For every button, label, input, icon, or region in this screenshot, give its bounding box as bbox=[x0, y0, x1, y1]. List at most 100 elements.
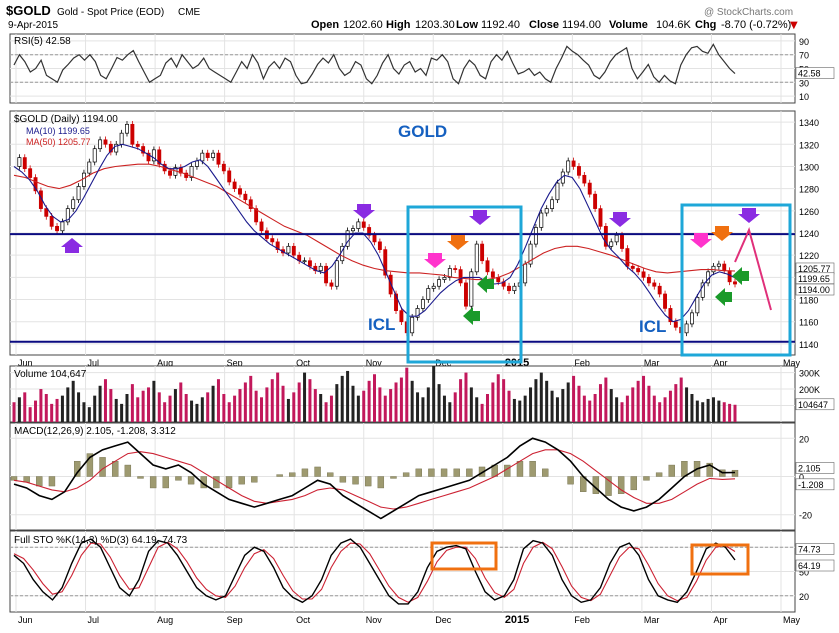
price-candle bbox=[227, 170, 232, 183]
marker-arrow-down-icon bbox=[711, 226, 733, 241]
icl-label: ICL bbox=[639, 317, 666, 336]
macd-histogram-bar bbox=[655, 472, 663, 477]
marker-arrow-left-icon bbox=[463, 307, 480, 325]
volume-bar bbox=[399, 377, 403, 422]
rsi-last-value-box bbox=[795, 67, 835, 79]
volume-bar bbox=[93, 395, 97, 422]
macd-histogram-bar bbox=[731, 469, 739, 477]
volume-bar bbox=[593, 394, 597, 422]
macd-signal-last-value-box bbox=[795, 478, 835, 491]
volume-bar bbox=[281, 385, 285, 422]
volume-bar bbox=[335, 384, 339, 422]
volume-bar bbox=[125, 394, 129, 422]
price-candle bbox=[512, 285, 517, 292]
chart-header: $GOLD Gold - Spot Price (EOD) CME 9-Apr-… bbox=[6, 3, 798, 31]
price-candle bbox=[119, 132, 124, 145]
y-tick-label: 0 bbox=[799, 473, 804, 483]
sto-highlight-box bbox=[690, 543, 750, 576]
macd-signal-line bbox=[13, 449, 736, 510]
x-tick-label: Mar bbox=[644, 358, 660, 368]
y-tick-label: 1300 bbox=[799, 162, 819, 172]
volume-bar bbox=[292, 392, 296, 422]
volume-bar bbox=[582, 395, 586, 422]
volume-bar bbox=[690, 394, 694, 422]
price-candle bbox=[485, 260, 490, 273]
low-value: 1192.40 bbox=[481, 19, 520, 31]
volume-bar bbox=[383, 395, 387, 422]
volume-bar bbox=[44, 394, 48, 422]
price-candle bbox=[135, 143, 140, 147]
volume-bar bbox=[346, 370, 350, 422]
volume-bar bbox=[658, 402, 662, 422]
volume-bar bbox=[405, 367, 409, 422]
sto-d-last-value-box bbox=[795, 543, 835, 555]
volume-bar bbox=[243, 382, 247, 422]
volume-bar bbox=[265, 387, 269, 422]
volume-bar bbox=[518, 400, 522, 422]
price-candle bbox=[259, 221, 264, 232]
macd-histogram-bar bbox=[643, 476, 650, 481]
volume-bar bbox=[114, 398, 118, 422]
price-candle bbox=[71, 199, 76, 209]
volume-bar bbox=[23, 392, 27, 422]
volume-bar bbox=[184, 394, 188, 422]
price-candle bbox=[544, 208, 549, 214]
watermark: @ StockCharts.com bbox=[704, 7, 793, 18]
down-triangle-icon: ▼ bbox=[790, 20, 798, 31]
x-tick-label: Oct bbox=[296, 615, 311, 625]
volume-bar bbox=[39, 389, 43, 422]
y-tick-label: 1260 bbox=[799, 207, 819, 217]
volume-bar bbox=[469, 387, 473, 422]
macd-histogram-bar bbox=[415, 468, 422, 477]
macd-signal-last-value: -1.208 bbox=[798, 480, 824, 490]
volume-bar bbox=[572, 375, 576, 422]
volume-bar bbox=[550, 390, 554, 422]
volume-bar bbox=[319, 394, 323, 422]
chart-date: 9-Apr-2015 bbox=[8, 20, 58, 31]
marker-arrow-down-icon bbox=[609, 212, 631, 227]
volume-bar bbox=[642, 375, 646, 422]
volume-bar bbox=[77, 392, 81, 422]
y-tick-label: 1280 bbox=[799, 185, 819, 195]
volume-bar bbox=[728, 403, 732, 422]
y-tick-label: 1140 bbox=[799, 340, 818, 350]
price-candle bbox=[668, 308, 673, 323]
price-candle bbox=[60, 221, 65, 232]
macd-histogram-bar bbox=[390, 476, 397, 479]
marker-arrow-down-icon bbox=[353, 204, 375, 219]
volume-bar bbox=[238, 389, 242, 422]
volume-bar bbox=[464, 372, 468, 422]
volume-bar bbox=[706, 398, 710, 422]
macd-histogram-bar bbox=[668, 464, 675, 477]
volume-bar bbox=[663, 397, 667, 422]
volume-bar bbox=[373, 374, 376, 422]
x-tick-label: Apr bbox=[713, 615, 727, 625]
macd-histogram-bar bbox=[529, 461, 536, 477]
price-candle bbox=[168, 170, 172, 176]
y-tick-label: -20 bbox=[799, 511, 812, 521]
volume-bar bbox=[566, 382, 570, 422]
rsi-last-value: 42.58 bbox=[798, 69, 821, 79]
price-candle bbox=[420, 299, 425, 309]
volume-bar bbox=[276, 372, 280, 422]
y-tick-label: 1240 bbox=[799, 229, 819, 239]
macd-histogram-bar bbox=[276, 474, 283, 477]
price-candle bbox=[141, 146, 146, 154]
price-candle bbox=[566, 160, 571, 173]
volume-bar bbox=[647, 385, 651, 422]
price-candle bbox=[539, 212, 544, 228]
volume-bar bbox=[163, 402, 167, 422]
price-candle bbox=[372, 234, 377, 243]
volume-bar bbox=[34, 400, 38, 422]
volume-bar bbox=[324, 402, 328, 422]
price-candle bbox=[652, 282, 657, 287]
price-candle bbox=[582, 174, 587, 184]
macd-histogram-bar bbox=[213, 476, 220, 489]
price-candle bbox=[76, 186, 81, 201]
volume-bar bbox=[152, 380, 156, 422]
macd-histogram-bar bbox=[289, 472, 296, 477]
x-tick-label: Aug bbox=[157, 358, 173, 368]
price-candle bbox=[620, 234, 624, 249]
price-candle bbox=[690, 312, 694, 325]
